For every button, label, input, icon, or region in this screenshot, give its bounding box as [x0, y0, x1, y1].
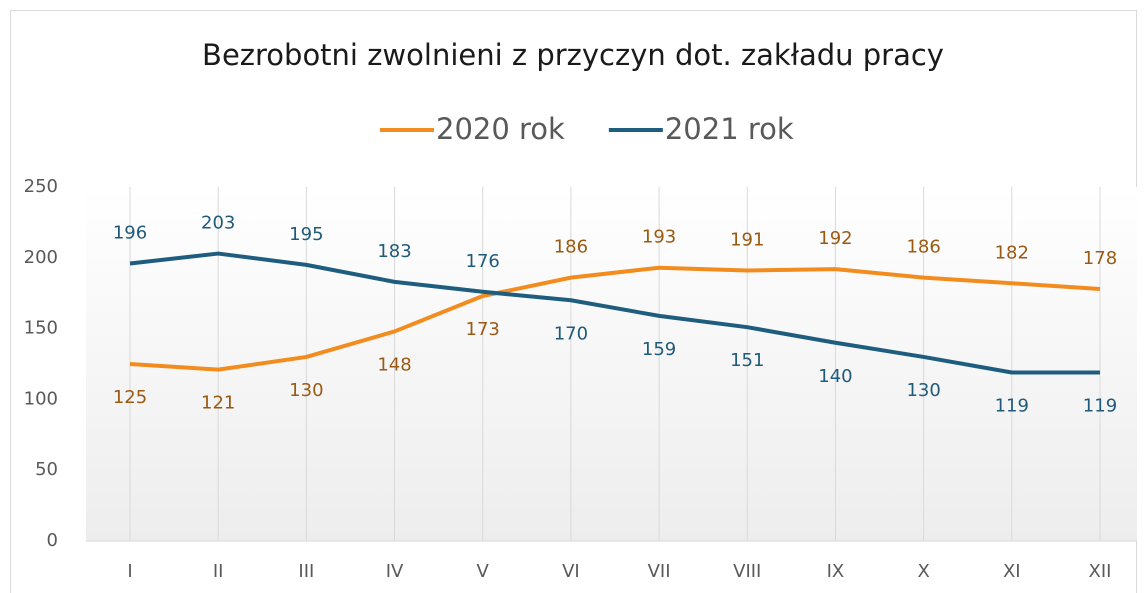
data-label: 193	[642, 227, 676, 248]
x-tick-label: VIII	[733, 561, 761, 582]
data-label: 176	[466, 251, 500, 272]
data-label: 173	[466, 319, 500, 340]
x-tick-label: V	[477, 561, 490, 582]
y-tick-label: 50	[35, 459, 58, 480]
data-label: 186	[906, 237, 940, 258]
data-label: 121	[201, 393, 235, 414]
y-tick-label: 100	[24, 388, 58, 409]
data-label: 125	[113, 387, 147, 408]
data-label: 192	[818, 228, 852, 249]
x-tick-label: IX	[827, 561, 845, 582]
legend-label: 2021 rok	[665, 112, 794, 146]
data-label: 119	[995, 395, 1029, 416]
x-tick-label: I	[127, 561, 132, 582]
x-tick-label: II	[213, 561, 224, 582]
x-tick-label: IV	[386, 561, 404, 582]
y-tick-label: 150	[24, 318, 58, 339]
x-tick-label: XI	[1003, 561, 1021, 582]
data-label: 178	[1083, 248, 1117, 269]
data-label: 159	[642, 339, 676, 360]
line-series	[129, 251, 1100, 375]
line-series	[129, 265, 1101, 372]
x-tick-label: X	[917, 561, 929, 582]
y-tick-label: 250	[24, 176, 58, 197]
data-label: 170	[554, 323, 588, 344]
data-label: 140	[818, 366, 852, 387]
data-label: 196	[113, 222, 147, 243]
x-tick-label: VII	[648, 561, 671, 582]
chart-title: Bezrobotni zwolnieni z przyczyn dot. zak…	[202, 38, 944, 72]
data-label: 195	[289, 224, 323, 245]
y-tick-label: 0	[47, 530, 58, 551]
x-tick-label: XII	[1089, 561, 1112, 582]
data-label: 119	[1083, 395, 1117, 416]
legend-label: 2020 rok	[436, 112, 565, 146]
data-label: 186	[554, 237, 588, 258]
data-label: 203	[201, 213, 235, 234]
data-label: 130	[906, 380, 940, 401]
legend: 2020 rok 2021 rok	[380, 112, 794, 146]
data-label: 182	[995, 242, 1029, 263]
x-tick-label: VI	[562, 561, 580, 582]
data-label: 148	[377, 354, 411, 375]
data-label: 130	[289, 380, 323, 401]
data-label: 151	[730, 350, 764, 371]
data-label: 191	[730, 230, 764, 251]
y-tick-label: 200	[24, 247, 58, 268]
x-tick-label: III	[298, 561, 314, 582]
data-label: 183	[377, 241, 411, 262]
